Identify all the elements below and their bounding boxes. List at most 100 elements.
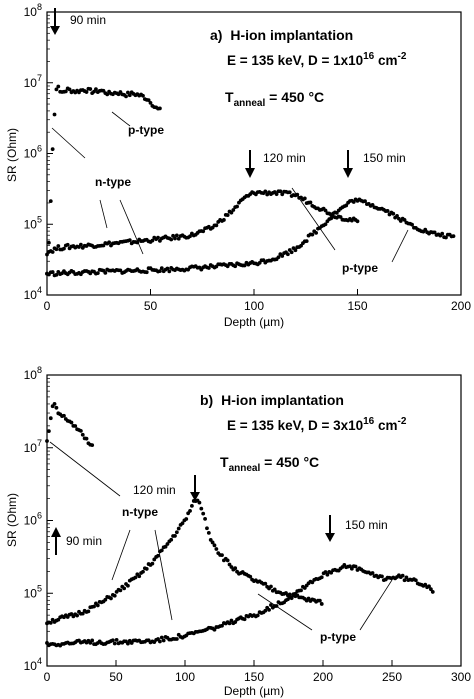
title-text-a: H-ion implantation — [230, 27, 353, 43]
data-point — [90, 638, 95, 643]
data-point — [184, 517, 189, 521]
y-tick-label: 105 — [24, 583, 42, 600]
data-point — [353, 564, 358, 569]
data-point — [173, 236, 177, 241]
leader-ptype-2-b — [359, 579, 393, 631]
y-tick-label: 105 — [24, 214, 42, 231]
data-point — [293, 591, 298, 596]
data-point — [180, 521, 185, 526]
subtitle-b: E = 135 keV, D = 3x1016 cm-2 — [227, 416, 407, 433]
data-point — [385, 209, 390, 213]
data-point — [124, 94, 128, 99]
data-point — [54, 272, 59, 277]
series-a — [45, 84, 456, 278]
data-point — [323, 570, 328, 574]
data-point — [112, 593, 117, 598]
anneal-suffix-a: = 450 °C — [265, 89, 324, 105]
data-point — [46, 429, 51, 433]
data-point — [169, 237, 174, 242]
x-tick-label: 250 — [382, 670, 402, 684]
data-point — [133, 575, 138, 580]
anneal-label-a: Tanneal = 450 °C — [225, 89, 324, 109]
y-tick-label: 104 — [24, 656, 42, 673]
data-point — [52, 401, 57, 406]
leader-ntype-2-b — [111, 529, 131, 581]
data-point — [56, 84, 61, 89]
series-b — [45, 401, 435, 648]
data-point — [56, 244, 61, 248]
subtitle-a: E = 135 keV, D = 1x1016 cm-2 — [227, 51, 407, 68]
data-point — [225, 558, 230, 563]
label-ptype-top-a: p-type — [128, 123, 164, 137]
data-point — [173, 534, 177, 538]
annotation-ptype-top-a: p-type — [111, 111, 164, 137]
data-point — [427, 584, 431, 589]
data-point — [402, 578, 407, 583]
data-point — [52, 112, 57, 117]
data-point — [90, 443, 95, 448]
arrow-head-120min-a — [245, 168, 255, 178]
data-point — [220, 623, 224, 628]
label-ptype-b: p-type — [320, 630, 356, 644]
data-point — [293, 248, 298, 253]
data-point — [242, 617, 247, 622]
anneal-label-b: Tanneal = 450 °C — [220, 454, 319, 474]
data-point — [314, 230, 318, 235]
arrow-head-150min-a — [343, 168, 353, 178]
x-ticks-b: 0 50 100 150 200 250 300 — [44, 660, 471, 684]
data-point — [126, 583, 130, 588]
y-tick-label: 106 — [24, 511, 42, 528]
x-tick-label: 50 — [109, 670, 123, 684]
leader-ntype-1-b — [49, 441, 121, 497]
y-ticks-a: 104 105 106 107 108 — [24, 2, 53, 302]
data-point — [289, 250, 294, 255]
data-point — [141, 93, 145, 98]
data-point — [78, 242, 83, 247]
data-point — [169, 537, 174, 542]
y-tick-label: 108 — [24, 365, 42, 382]
series-90-min — [45, 84, 162, 276]
data-point — [444, 235, 448, 240]
anneal-suffix-b: = 450 °C — [260, 454, 319, 470]
data-point — [156, 235, 160, 240]
data-point — [95, 603, 100, 608]
data-point — [248, 574, 253, 579]
data-point — [188, 509, 192, 513]
data-point — [146, 98, 151, 103]
y-tick-label: 108 — [24, 2, 42, 19]
data-point — [50, 250, 55, 254]
data-point — [430, 590, 435, 594]
data-point — [65, 242, 70, 247]
x-tick-label: 300 — [451, 670, 471, 684]
data-point — [63, 89, 68, 94]
label-ptype-bottom-a: p-type — [342, 261, 378, 275]
data-point — [280, 254, 285, 258]
data-point — [48, 416, 53, 421]
x-tick-label: 0 — [44, 299, 51, 313]
data-point — [105, 92, 110, 97]
data-point — [203, 516, 207, 521]
data-point — [127, 93, 132, 98]
data-point — [400, 573, 405, 578]
arrow-head-150min-b — [325, 533, 335, 542]
anneal-prefix-a: T — [225, 89, 234, 105]
title-a: a) H-ion implantation — [210, 27, 353, 43]
data-point — [201, 229, 206, 234]
data-point — [349, 566, 354, 571]
label-90min-b: 90 min — [66, 534, 102, 548]
data-point — [150, 238, 155, 243]
data-point — [73, 424, 78, 428]
data-point — [242, 263, 247, 268]
data-point — [176, 236, 181, 241]
data-point — [413, 578, 418, 583]
panel-a: 104 105 106 107 108 0 50 100 150 200 SR (Ohm) De… — [5, 2, 471, 329]
data-point — [355, 219, 360, 224]
leader-ptype-b1-a — [291, 187, 336, 251]
data-point — [205, 526, 209, 531]
label-ntype-a: n-type — [95, 175, 131, 189]
subtitle-unit-exp-b: -2 — [398, 416, 407, 427]
anneal-sub-b: anneal — [229, 463, 261, 474]
data-point — [304, 239, 309, 244]
arrow-head-90min-a — [50, 26, 60, 35]
